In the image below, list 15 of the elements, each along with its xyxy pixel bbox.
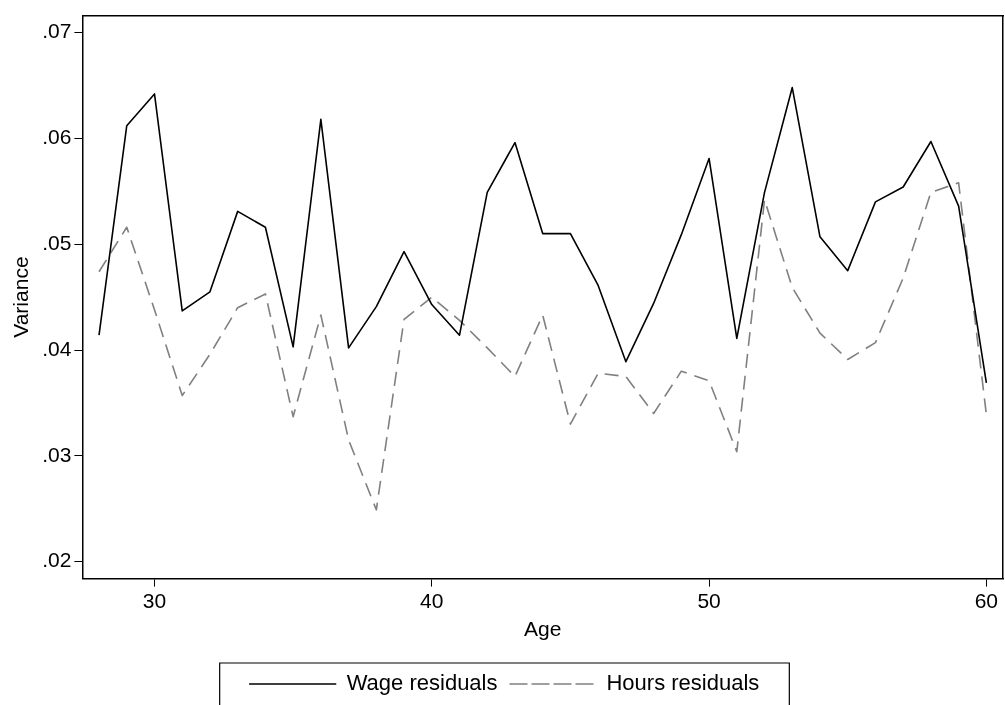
y-tick-label: .05 (42, 230, 72, 254)
legend-label: Wage residuals (346, 670, 498, 696)
y-tick-label: .06 (42, 125, 72, 149)
line-series (98, 182, 988, 511)
x-axis-title: Age (524, 617, 562, 641)
x-tick-label: 50 (697, 589, 721, 612)
y-tick-label: .02 (42, 548, 72, 572)
x-tick-label: 30 (142, 589, 167, 612)
legend-label: Hours residuals (606, 670, 760, 696)
y-tick-label: .04 (42, 336, 72, 360)
y-tick-label: .07 (42, 19, 72, 43)
y-axis-title: Variance (9, 256, 33, 338)
y-tick-label: .03 (42, 442, 72, 466)
x-tick-label: 60 (974, 589, 999, 612)
x-tick-label: 40 (420, 589, 444, 612)
